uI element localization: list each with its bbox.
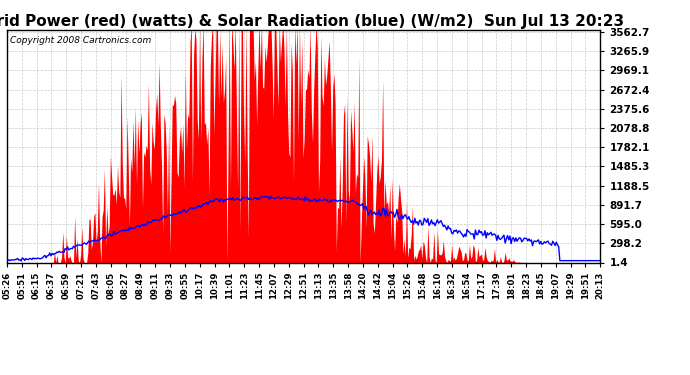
- Text: Copyright 2008 Cartronics.com: Copyright 2008 Cartronics.com: [10, 36, 151, 45]
- Title: Grid Power (red) (watts) & Solar Radiation (blue) (W/m2)  Sun Jul 13 20:23: Grid Power (red) (watts) & Solar Radiati…: [0, 14, 624, 29]
